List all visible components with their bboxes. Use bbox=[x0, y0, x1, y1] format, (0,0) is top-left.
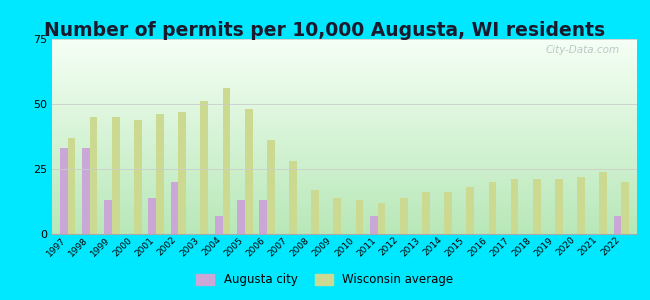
Bar bbox=[237, 200, 245, 234]
Bar bbox=[60, 148, 68, 234]
Bar bbox=[215, 216, 222, 234]
Bar bbox=[511, 179, 519, 234]
Bar bbox=[378, 203, 385, 234]
Bar bbox=[134, 120, 142, 234]
Bar bbox=[444, 192, 452, 234]
Legend: Augusta city, Wisconsin average: Augusta city, Wisconsin average bbox=[192, 269, 458, 291]
Bar bbox=[148, 198, 156, 234]
Bar bbox=[311, 190, 319, 234]
Bar bbox=[333, 198, 341, 234]
Bar bbox=[489, 182, 497, 234]
Bar bbox=[621, 182, 629, 234]
Bar bbox=[200, 101, 208, 234]
Bar bbox=[400, 198, 408, 234]
Text: Number of permits per 10,000 Augusta, WI residents: Number of permits per 10,000 Augusta, WI… bbox=[44, 21, 606, 40]
Bar bbox=[289, 161, 297, 234]
Bar bbox=[467, 187, 474, 234]
Bar bbox=[422, 192, 430, 234]
Bar bbox=[112, 117, 120, 234]
Bar bbox=[156, 114, 164, 234]
Bar bbox=[178, 112, 186, 234]
Bar bbox=[533, 179, 541, 234]
Bar bbox=[68, 138, 75, 234]
Bar bbox=[599, 172, 607, 234]
Bar bbox=[259, 200, 267, 234]
Bar bbox=[90, 117, 97, 234]
Bar bbox=[356, 200, 363, 234]
Bar bbox=[245, 109, 253, 234]
Bar bbox=[267, 140, 275, 234]
Text: City-Data.com: City-Data.com bbox=[545, 45, 619, 55]
Bar bbox=[104, 200, 112, 234]
Bar bbox=[170, 182, 178, 234]
Bar bbox=[370, 216, 378, 234]
Bar bbox=[555, 179, 563, 234]
Bar bbox=[577, 177, 585, 234]
Bar bbox=[222, 88, 230, 234]
Bar bbox=[614, 216, 621, 234]
Bar bbox=[82, 148, 90, 234]
